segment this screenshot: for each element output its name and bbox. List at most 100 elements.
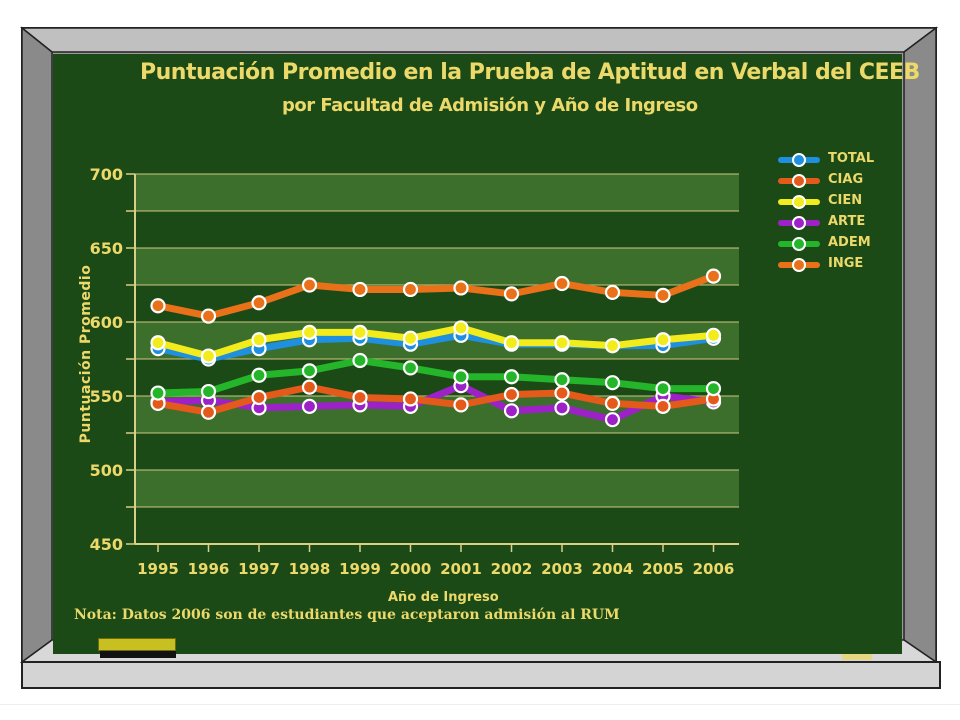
line-chart: 450 500 550 600 650 700 1995 1996 1997 1998 1999 2… <box>90 165 739 578</box>
x-tick-label: 1998 <box>289 560 331 578</box>
legend-marker-ciag <box>792 174 806 188</box>
legend-label-ciag: CIAG <box>828 172 864 187</box>
data-point-ciag <box>655 398 671 414</box>
series-adem <box>150 352 722 401</box>
data-point-cien <box>200 348 217 364</box>
data-point-inge <box>352 281 368 298</box>
page-divider <box>0 704 960 705</box>
data-point-cien <box>150 335 166 351</box>
data-point-ciag <box>200 404 217 420</box>
y-tick-label: 650 <box>90 239 123 258</box>
data-point-adem <box>301 363 318 379</box>
x-tick-label: 2003 <box>541 560 583 578</box>
data-point-adem <box>200 383 217 400</box>
data-point-inge <box>554 275 570 292</box>
legend-item-total: TOTAL <box>778 150 898 171</box>
data-series <box>150 268 722 428</box>
series-line-cien <box>154 324 717 360</box>
data-point-inge <box>604 284 621 300</box>
data-point-inge <box>150 298 166 314</box>
data-point-ciag <box>554 385 570 401</box>
data-point-ciag <box>604 395 621 411</box>
legend-item-inge: INGE <box>778 255 898 276</box>
data-point-arte <box>301 398 318 414</box>
series-line-ciag <box>154 383 717 416</box>
y-tick-label: 450 <box>90 535 123 554</box>
legend-marker-adem <box>792 237 806 251</box>
series-ciag <box>150 379 722 420</box>
data-point-cien <box>402 330 419 346</box>
data-point-cien <box>453 320 469 336</box>
series-cien <box>150 320 722 364</box>
data-point-cien <box>705 327 722 343</box>
data-point-inge <box>503 286 520 302</box>
legend-label-arte: ARTE <box>828 214 866 229</box>
data-point-arte <box>503 403 520 419</box>
data-point-inge <box>453 280 469 296</box>
y-tick-label: 500 <box>90 461 123 480</box>
data-point-adem <box>554 372 570 388</box>
chart-subtitle: por Facultad de Admisión y Año de Ingres… <box>282 95 698 116</box>
data-point-adem <box>402 360 419 376</box>
data-point-cien <box>352 324 368 340</box>
chart-title: Puntuación Promedio en la Prueba de Apti… <box>140 60 920 85</box>
y-tick-labels: 450 500 550 600 650 700 <box>90 165 123 554</box>
data-point-ciag <box>352 389 368 406</box>
x-tick-label: 1999 <box>339 560 381 578</box>
data-point-ciag <box>301 379 318 395</box>
data-point-adem <box>150 385 166 401</box>
axes <box>134 174 739 545</box>
legend-item-adem: ADEM <box>778 234 898 255</box>
plot-band <box>135 248 739 285</box>
data-point-inge <box>200 308 217 324</box>
y-tick-label: 600 <box>90 313 123 332</box>
data-point-cien <box>604 338 621 354</box>
x-tick-label: 2002 <box>491 560 533 578</box>
data-point-inge <box>251 295 267 311</box>
series-inge <box>150 268 722 324</box>
legend-item-ciag: CIAG <box>778 171 898 192</box>
x-tick-label: 2005 <box>642 560 684 578</box>
data-point-adem <box>604 375 621 391</box>
data-point-cien <box>301 324 318 340</box>
legend-label-cien: CIEN <box>828 193 863 208</box>
x-tick-label: 2000 <box>390 560 432 578</box>
legend-item-cien: CIEN <box>778 192 898 213</box>
data-point-cien <box>251 332 267 348</box>
legend-marker-inge <box>792 258 806 272</box>
legend-item-arte: ARTE <box>778 213 898 234</box>
data-point-cien <box>554 335 570 351</box>
chalk-shadow <box>100 650 176 658</box>
chalk-body <box>98 638 176 651</box>
data-point-arte <box>554 400 570 416</box>
data-point-inge <box>705 268 722 284</box>
footnote: Nota: Datos 2006 son de estudiantes que … <box>74 607 620 623</box>
legend: TOTAL CIAG CIEN ARTE ADEM INGE <box>778 150 898 276</box>
legend-marker-cien <box>792 195 806 209</box>
x-axis-label: Año de Ingreso <box>388 590 499 605</box>
data-point-ciag <box>402 391 419 407</box>
legend-label-inge: INGE <box>828 256 864 271</box>
data-point-ciag <box>503 386 520 403</box>
legend-marker-total <box>792 153 806 167</box>
legend-label-adem: ADEM <box>828 235 871 250</box>
data-point-adem <box>503 369 520 385</box>
legend-marker-arte <box>792 216 806 230</box>
data-point-cien <box>503 335 520 351</box>
x-tick-label: 2006 <box>693 560 735 578</box>
plot-bands <box>135 174 739 507</box>
x-tick-label: 1997 <box>238 560 280 578</box>
y-tick-label: 700 <box>90 165 123 184</box>
x-tick-labels: 1995 1996 1997 1998 1999 2000 2001 2002 2003 2004… <box>137 544 734 578</box>
plot-band <box>135 470 739 507</box>
series-line-inge <box>154 272 717 320</box>
chalk-dust <box>842 654 872 660</box>
x-tick-label: 1996 <box>188 560 230 578</box>
data-point-adem <box>352 352 368 369</box>
series-line-arte <box>154 382 717 424</box>
data-point-inge <box>402 281 419 298</box>
series-line-adem <box>154 356 717 397</box>
x-tick-label: 2004 <box>592 560 634 578</box>
y-tick-label: 550 <box>90 387 123 406</box>
legend-label-total: TOTAL <box>828 151 875 166</box>
